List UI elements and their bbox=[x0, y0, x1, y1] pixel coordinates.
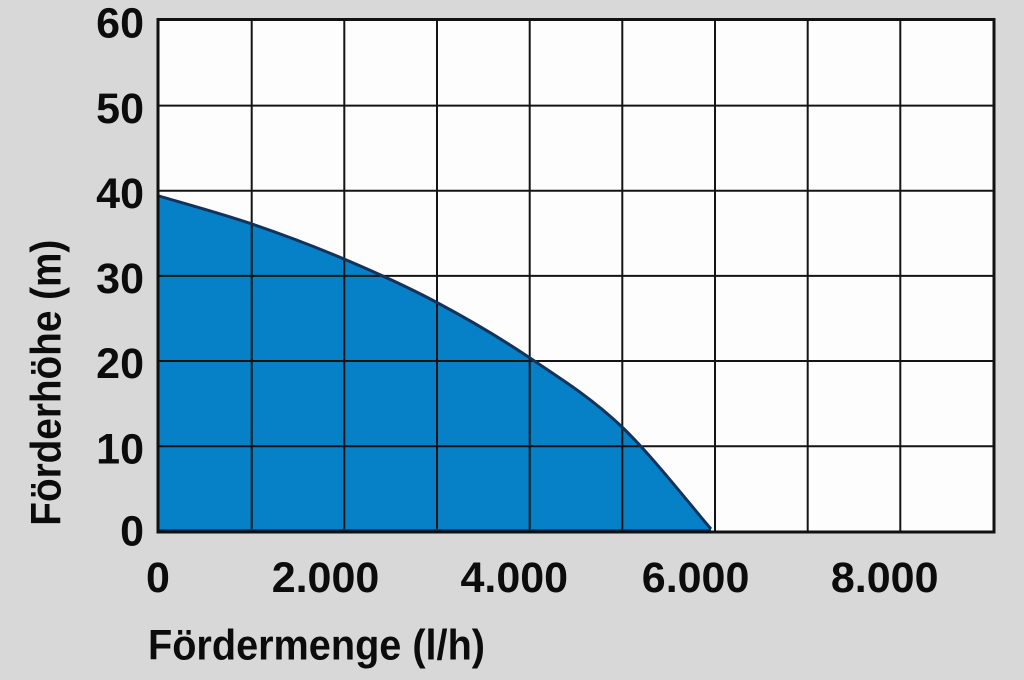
svg-text:30: 30 bbox=[96, 255, 144, 303]
svg-text:0: 0 bbox=[146, 554, 170, 602]
svg-text:Fördermenge (l/h): Fördermenge (l/h) bbox=[148, 622, 485, 670]
svg-text:4.000: 4.000 bbox=[460, 554, 568, 602]
svg-text:2.000: 2.000 bbox=[272, 554, 380, 602]
svg-text:8.000: 8.000 bbox=[831, 554, 939, 602]
svg-text:20: 20 bbox=[96, 340, 144, 388]
svg-text:50: 50 bbox=[96, 85, 144, 133]
svg-text:60: 60 bbox=[96, 0, 144, 48]
svg-text:10: 10 bbox=[96, 425, 144, 473]
svg-text:0: 0 bbox=[120, 508, 144, 556]
svg-text:Förderhöhe (m): Förderhöhe (m) bbox=[23, 240, 71, 526]
svg-text:6.000: 6.000 bbox=[642, 554, 750, 602]
svg-text:40: 40 bbox=[96, 170, 144, 218]
